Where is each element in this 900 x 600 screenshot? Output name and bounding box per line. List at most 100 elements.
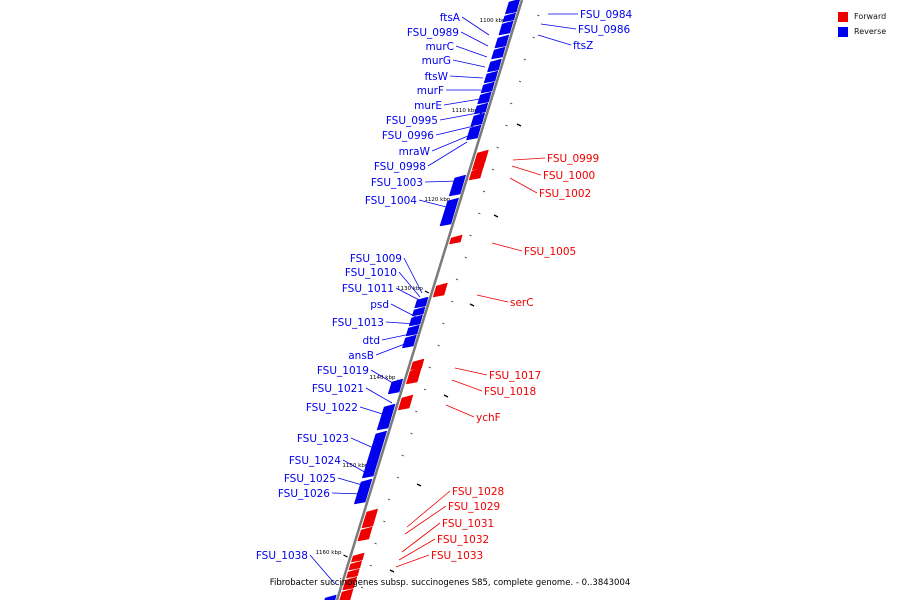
gene-label-fsu-1010[interactable]: FSU_1010 — [345, 267, 397, 279]
minor-tick — [523, 58, 526, 61]
gene-label-fsu-1004[interactable]: FSU_1004 — [365, 195, 417, 207]
gene-label-fsu-1024[interactable]: FSU_1024 — [289, 455, 341, 467]
reverse-gene-feature[interactable] — [477, 91, 492, 105]
gene-label-fsu-1021[interactable]: FSU_1021 — [312, 383, 364, 395]
reverse-gene-feature[interactable] — [470, 112, 486, 127]
leader-line — [424, 180, 459, 183]
forward-gene-feature[interactable] — [432, 282, 448, 298]
gene-label-fsu-0986[interactable]: FSU_0986 — [578, 24, 630, 36]
gene-label-ftsa[interactable]: ftsA — [440, 12, 461, 24]
gene-label-ftsz[interactable]: ftsZ — [573, 40, 593, 52]
gene-label-fsu-1038[interactable]: FSU_1038 — [256, 550, 308, 562]
gene-label-fsu-1031[interactable]: FSU_1031 — [442, 518, 494, 530]
gene-label-fsu-1000[interactable]: FSU_1000 — [543, 170, 595, 182]
forward-gene-feature[interactable] — [339, 588, 354, 600]
forward-gene-feature[interactable] — [361, 508, 379, 529]
gene-label-fsu-1023[interactable]: FSU_1023 — [297, 433, 349, 445]
reverse-gene-feature[interactable] — [491, 46, 506, 60]
forward-gene-feature[interactable] — [471, 160, 486, 171]
reverse-gene-feature[interactable] — [411, 306, 426, 317]
gene-label-fsu-1032[interactable]: FSU_1032 — [437, 534, 489, 546]
reverse-gene-feature[interactable] — [494, 34, 510, 49]
forward-gene-feature[interactable] — [350, 552, 365, 563]
forward-gene-feature[interactable] — [405, 367, 422, 385]
reverse-gene-feature[interactable] — [361, 430, 388, 479]
leader-line — [431, 135, 469, 152]
gene-label-fsu-1011[interactable]: FSU_1011 — [342, 283, 394, 295]
gene-label-fsu-1022[interactable]: FSU_1022 — [306, 402, 358, 414]
gene-label-fsu-1002[interactable]: FSU_1002 — [539, 188, 591, 200]
gene-label-serc[interactable]: serC — [510, 297, 534, 309]
forward-gene-feature[interactable] — [449, 234, 463, 245]
gene-label-fsu-0984[interactable]: FSU_0984 — [580, 9, 632, 21]
forward-gene-feature[interactable] — [397, 394, 414, 411]
minor-tick — [469, 234, 472, 237]
forward-gene-feature[interactable] — [348, 560, 363, 571]
gene-label-murg[interactable]: murG — [422, 55, 451, 67]
gene-label-fsu-1005[interactable]: FSU_1005 — [524, 246, 576, 258]
reverse-gene-feature[interactable] — [487, 58, 502, 73]
gene-label-ftsw[interactable]: ftsW — [425, 71, 449, 83]
gene-label-fsu-1017[interactable]: FSU_1017 — [489, 370, 541, 382]
gene-label-fsu-1018[interactable]: FSU_1018 — [484, 386, 536, 398]
gene-label-ychf[interactable]: ychF — [476, 412, 501, 424]
reverse-gene-feature[interactable] — [353, 478, 373, 505]
gene-label-fsu-1026[interactable]: FSU_1026 — [278, 488, 330, 500]
reverse-gene-feature[interactable] — [474, 102, 489, 115]
gene-label-fsu-1019[interactable]: FSU_1019 — [317, 365, 369, 377]
leader-line — [540, 23, 577, 30]
legend-reverse: Reverse — [838, 24, 886, 39]
reverse-gene-feature[interactable] — [405, 324, 420, 337]
major-tick — [493, 214, 499, 218]
reverse-gene-feature[interactable] — [483, 70, 499, 84]
reverse-gene-feature[interactable] — [439, 197, 460, 227]
gene-label-fsu-0999[interactable]: FSU_0999 — [547, 153, 599, 165]
gene-label-fsu-1025[interactable]: FSU_1025 — [284, 473, 336, 485]
reverse-gene-feature[interactable] — [376, 403, 396, 431]
leader-line — [350, 437, 379, 451]
gene-label-fsu-1009[interactable]: FSU_1009 — [350, 253, 402, 265]
gene-label-fsu-1033[interactable]: FSU_1033 — [431, 550, 483, 562]
gene-label-fsu-1003[interactable]: FSU_1003 — [371, 177, 423, 189]
legend-label: Reverse — [854, 27, 887, 36]
gene-label-fsu-0998[interactable]: FSU_0998 — [374, 161, 426, 173]
gene-label-fsu-0996[interactable]: FSU_0996 — [382, 130, 434, 142]
gene-label-psd[interactable]: psd — [370, 299, 389, 311]
gene-label-murc[interactable]: murC — [425, 41, 454, 53]
leader-line — [427, 141, 468, 167]
gene-label-mraw[interactable]: mraW — [399, 146, 431, 158]
minor-tick — [396, 476, 400, 479]
minor-tick — [464, 256, 467, 259]
kbp-tick — [424, 290, 430, 294]
gene-label-mure[interactable]: murE — [414, 100, 442, 112]
minor-tick — [374, 542, 377, 545]
kbp-label: 1160 kbp — [316, 550, 342, 556]
reverse-gene-feature[interactable] — [502, 12, 517, 23]
forward-gene-feature[interactable] — [342, 576, 358, 591]
forward-gene-feature[interactable] — [346, 568, 360, 579]
legend-label: Forward — [854, 12, 887, 21]
gene-label-fsu-1028[interactable]: FSU_1028 — [452, 486, 504, 498]
reverse-gene-feature[interactable] — [480, 81, 495, 94]
forward-gene-feature[interactable] — [357, 526, 373, 542]
leader-line — [451, 379, 483, 392]
reverse-gene-feature[interactable] — [324, 594, 337, 600]
reverse-gene-feature[interactable] — [414, 296, 429, 309]
gene-label-dtd[interactable]: dtd — [363, 335, 380, 347]
reverse-gene-feature[interactable] — [504, 0, 520, 15]
kbp-label: 1140 kbp — [370, 375, 396, 381]
gene-label-fsu-0995[interactable]: FSU_0995 — [386, 115, 438, 127]
gene-label-murf[interactable]: murF — [417, 85, 444, 97]
gene-label-fsu-1013[interactable]: FSU_1013 — [332, 317, 384, 329]
forward-gene-feature[interactable] — [473, 149, 489, 165]
gene-label-fsu-1029[interactable]: FSU_1029 — [448, 501, 500, 513]
leader-line — [309, 554, 336, 585]
forward-gene-feature[interactable] — [410, 358, 425, 371]
gene-label-ansb[interactable]: ansB — [348, 350, 374, 362]
minor-tick — [510, 102, 513, 105]
reverse-gene-feature[interactable] — [448, 174, 467, 197]
forward-gene-feature[interactable] — [468, 167, 484, 181]
gene-label-fsu-0989[interactable]: FSU_0989 — [407, 27, 459, 39]
minor-tick — [442, 322, 445, 325]
reverse-gene-feature[interactable] — [498, 20, 514, 36]
